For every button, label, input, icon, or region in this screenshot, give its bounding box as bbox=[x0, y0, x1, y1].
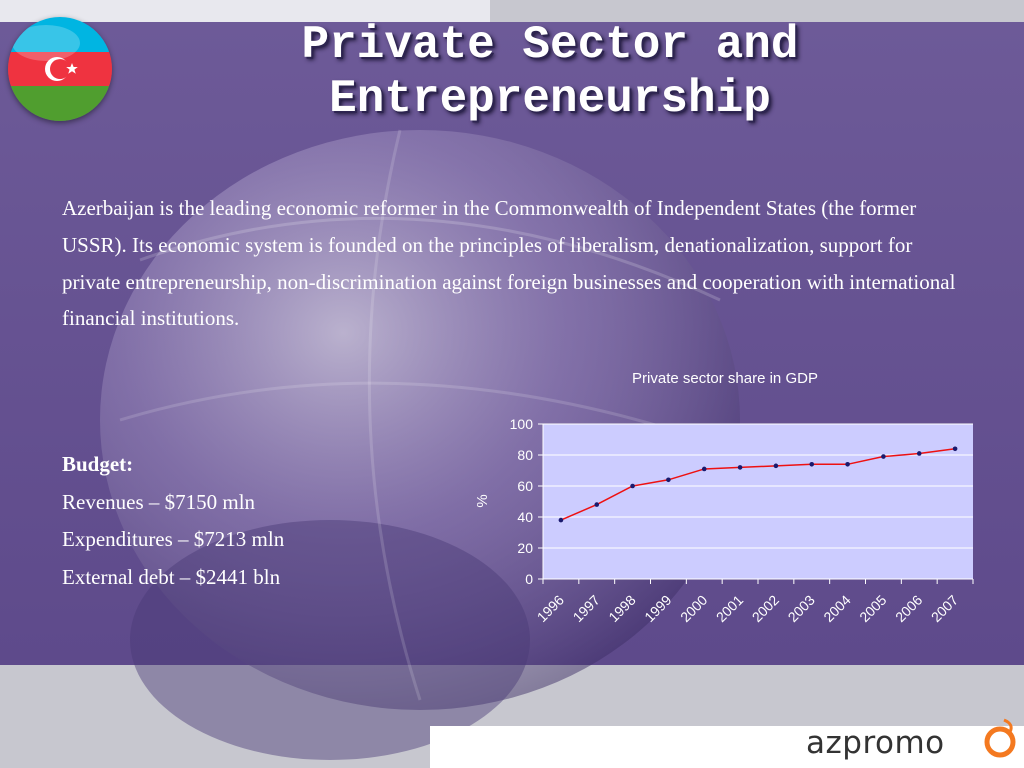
budget-list: Budget: Revenues – $7150 mln Expenditure… bbox=[62, 446, 442, 596]
logo-swirl-icon bbox=[984, 718, 1016, 758]
slide-title: Private Sector and Entrepreneurship bbox=[150, 18, 950, 126]
plot-area bbox=[543, 424, 973, 579]
x-tick-label: 1998 bbox=[605, 592, 638, 625]
y-tick-label: 20 bbox=[517, 540, 533, 556]
data-point bbox=[594, 502, 600, 507]
y-tick-label: 0 bbox=[525, 571, 533, 587]
data-point bbox=[737, 465, 743, 470]
budget-item-external-debt: External debt – $2441 bln bbox=[62, 564, 281, 589]
y-tick-label: 60 bbox=[517, 478, 533, 494]
y-tick-label: 80 bbox=[517, 447, 533, 463]
data-point bbox=[558, 517, 564, 523]
private-sector-chart: Private sector share in GDP 0 20 40 60 80 100… bbox=[474, 370, 974, 625]
logo-text: azpromo bbox=[806, 725, 945, 761]
data-point bbox=[845, 462, 850, 467]
chart-title: Private sector share in GDP bbox=[632, 370, 818, 387]
x-tick-label: 2002 bbox=[749, 592, 782, 625]
x-tick-label: 2003 bbox=[785, 592, 818, 625]
title-line-1: Private Sector and bbox=[301, 19, 799, 71]
data-point bbox=[630, 483, 635, 489]
x-tick-label: 2004 bbox=[820, 592, 853, 625]
data-point bbox=[916, 451, 922, 456]
x-tick-label: 2001 bbox=[713, 592, 746, 625]
intro-paragraph: Azerbaijan is the leading economic refor… bbox=[62, 196, 956, 331]
x-tick-label: 2000 bbox=[677, 592, 710, 625]
x-tick-label: 2007 bbox=[928, 592, 961, 625]
x-tick-label: 1997 bbox=[570, 592, 603, 625]
x-tick-label: 2006 bbox=[892, 592, 925, 625]
data-point bbox=[881, 454, 886, 459]
azpromo-logo: azpromo bbox=[806, 718, 1018, 764]
data-point bbox=[809, 462, 815, 467]
budget-item-revenues: Revenues – $7150 mln bbox=[62, 489, 256, 514]
data-series bbox=[558, 446, 958, 523]
series-line bbox=[560, 448, 956, 521]
y-tick-label: 40 bbox=[517, 509, 533, 525]
title-line-2: Entrepreneurship bbox=[329, 73, 771, 125]
data-point bbox=[952, 446, 958, 452]
y-tick-labels: 0 20 40 60 80 100 bbox=[510, 416, 534, 587]
data-point bbox=[701, 466, 707, 472]
data-point bbox=[666, 477, 671, 483]
budget-heading: Budget: bbox=[62, 452, 134, 476]
y-axis-label: % bbox=[474, 494, 491, 507]
y-tick-label: 100 bbox=[510, 416, 534, 432]
x-tick-label: 1996 bbox=[534, 592, 567, 625]
x-tick-label: 1999 bbox=[641, 592, 674, 625]
budget-item-expenditures: Expenditures – $7213 mln bbox=[62, 527, 285, 551]
x-tick-label: 2005 bbox=[856, 592, 889, 625]
azerbaijan-flag-icon bbox=[8, 17, 112, 121]
x-tick-labels: 1996 1997 1998 1999 2000 2001 2002 2003 2004 2005… bbox=[534, 592, 962, 625]
data-point bbox=[773, 463, 779, 469]
